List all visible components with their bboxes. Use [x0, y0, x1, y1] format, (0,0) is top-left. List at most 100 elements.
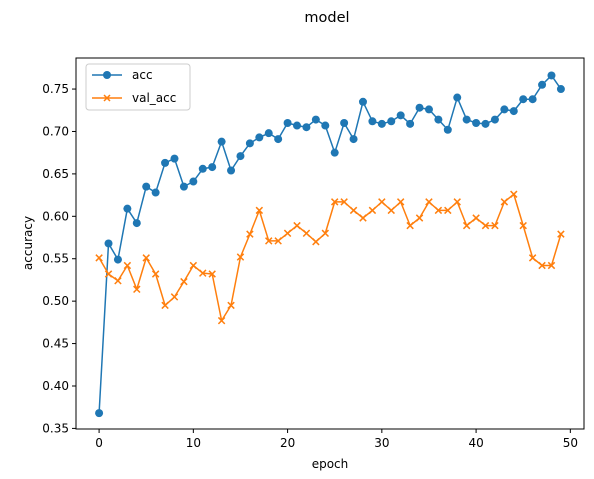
data-point-acc [377, 119, 386, 128]
data-point-acc [481, 119, 490, 128]
y-tick-label: 0.75 [42, 82, 69, 96]
data-point-acc [443, 125, 452, 134]
data-point-val-acc [434, 206, 443, 215]
data-point-acc [547, 71, 556, 80]
plot-area [95, 71, 565, 418]
data-point-acc [132, 219, 141, 228]
data-point-val-acc [151, 270, 160, 278]
data-point-val-acc [199, 269, 207, 277]
data-point-acc [340, 118, 349, 127]
data-point-acc [556, 85, 565, 94]
data-point-val-acc [255, 206, 264, 215]
data-point-val-acc [293, 221, 301, 230]
data-point-acc [528, 95, 537, 104]
data-point-acc [490, 115, 499, 124]
data-point-val-acc [227, 301, 235, 310]
data-point-acc [462, 115, 471, 124]
data-point-val-acc [500, 198, 509, 206]
data-point-val-acc [396, 198, 405, 206]
x-tick-label: 30 [374, 436, 389, 450]
data-point-acc [113, 255, 122, 264]
data-point-val-acc [462, 221, 471, 230]
data-point-acc [349, 135, 358, 144]
y-tick-label: 0.60 [42, 209, 69, 223]
data-point-val-acc [236, 253, 245, 261]
x-tick-label: 40 [468, 436, 483, 450]
data-point-val-acc [123, 261, 132, 270]
data-point-acc [142, 182, 151, 191]
data-point-acc [387, 117, 396, 126]
data-point-acc [321, 121, 330, 130]
data-point-acc [519, 95, 528, 104]
data-point-acc [217, 137, 226, 146]
legend-label-val-acc: val_acc [132, 91, 176, 105]
data-point-acc [472, 118, 481, 127]
data-point-val-acc [330, 198, 339, 206]
data-point-val-acc [312, 238, 320, 246]
data-point-acc [368, 117, 377, 126]
y-tick-label: 0.40 [42, 379, 69, 393]
y-tick-label: 0.70 [42, 124, 69, 138]
data-point-val-acc [161, 301, 169, 310]
data-point-acc [227, 166, 236, 175]
x-axis: 0 10 20 30 40 50 [95, 429, 578, 450]
axes-frame [75, 57, 585, 430]
data-point-val-acc [453, 198, 461, 206]
data-point-val-acc [217, 316, 226, 325]
data-point-acc [123, 204, 132, 213]
data-point-val-acc [444, 206, 452, 215]
data-point-val-acc [321, 229, 330, 238]
data-point-val-acc [472, 214, 480, 222]
data-point-acc [104, 239, 113, 248]
data-point-acc [236, 152, 245, 161]
data-point-acc [538, 80, 547, 89]
data-point-acc [189, 177, 198, 186]
y-tick-label: 0.50 [42, 294, 69, 308]
data-point-val-acc [274, 237, 282, 245]
data-point-val-acc [180, 277, 188, 286]
data-point-acc [198, 164, 207, 173]
data-point-val-acc [510, 190, 518, 198]
data-point-val-acc [359, 214, 367, 222]
x-tick-label: 10 [186, 436, 201, 450]
data-point-val-acc [340, 198, 348, 206]
data-point-acc [358, 97, 367, 106]
data-point-val-acc [133, 285, 141, 294]
data-point-acc [208, 163, 217, 172]
y-tick-label: 0.55 [42, 252, 69, 266]
data-point-val-acc [481, 221, 490, 230]
data-point-val-acc [349, 206, 358, 215]
data-point-acc [161, 158, 170, 167]
data-point-acc [283, 118, 292, 127]
y-axis: 0.35 0.40 0.45 0.50 0.55 0.60 0.65 0.70 0.75 [42, 82, 76, 435]
x-tick-label: 20 [280, 436, 295, 450]
data-point-val-acc [368, 206, 377, 215]
data-point-val-acc [415, 214, 424, 222]
chart-title: model [304, 10, 349, 26]
data-point-acc [179, 182, 188, 191]
data-point-acc [453, 93, 462, 102]
data-point-val-acc [170, 293, 179, 301]
data-point-val-acc [557, 230, 565, 238]
data-point-acc [151, 188, 160, 197]
data-point-val-acc [95, 254, 103, 262]
data-point-acc [302, 123, 311, 132]
data-point-acc [170, 154, 179, 163]
data-point-val-acc [104, 270, 113, 278]
data-point-acc [330, 148, 339, 157]
data-point-val-acc [114, 277, 122, 285]
data-point-val-acc [387, 206, 395, 215]
data-point-acc [509, 107, 518, 116]
data-point-val-acc [425, 198, 433, 206]
data-point-val-acc [538, 261, 546, 270]
data-point-val-acc [142, 254, 150, 262]
legend-marker-val-acc [103, 94, 111, 102]
x-axis-label: epoch [312, 457, 349, 471]
data-point-acc [415, 103, 424, 112]
data-point-val-acc [406, 221, 414, 230]
data-point-val-acc [528, 254, 537, 262]
data-point-val-acc [265, 237, 273, 245]
data-point-val-acc [519, 221, 527, 230]
data-point-acc [264, 129, 273, 138]
